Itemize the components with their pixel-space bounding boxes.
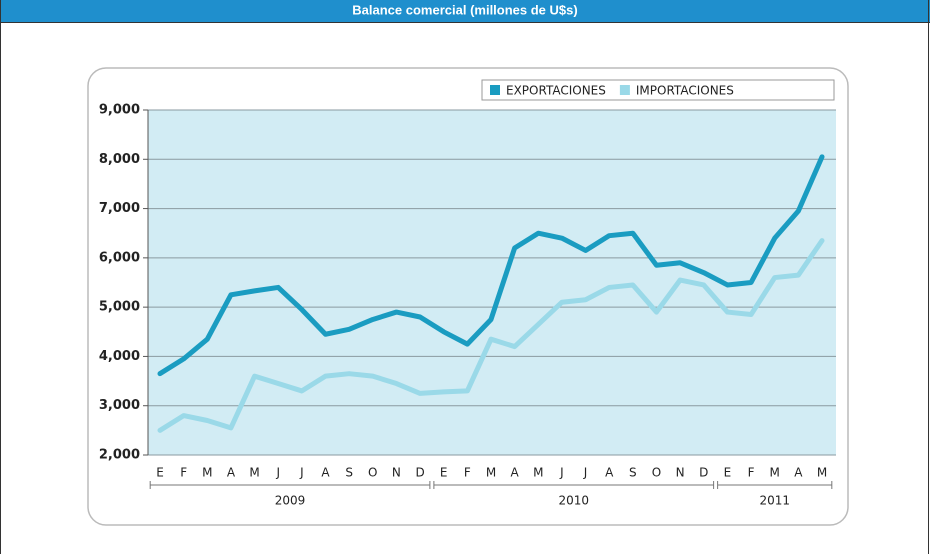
year-label: 2009 [275,494,306,508]
x-tick-label: F [748,466,755,480]
legend-label: EXPORTACIONES [506,84,606,98]
legend [481,79,835,101]
y-tick-label: 4,000 [99,349,140,364]
x-tick-label: O [368,466,377,480]
y-tick-label: 2,000 [99,448,140,463]
x-tick-label: J [299,466,304,480]
x-tick-label: N [392,466,401,480]
x-tick-label: A [794,466,803,480]
x-tick-label: M [533,466,543,480]
y-tick-label: 9,000 [99,103,140,118]
series-line [157,154,825,377]
x-tick-label: N [676,466,685,480]
x-tick-label: A [321,466,330,480]
header-bar [0,0,930,22]
x-tick-label: O [652,466,661,480]
legend-swatch [619,85,630,95]
year-label: 2011 [759,494,790,508]
x-tick-label: D [415,466,424,480]
y-tick-label: 6,000 [99,250,140,265]
x-tick-label: D [699,466,708,480]
x-tick-label: M [202,466,212,480]
x-tick-label: E [440,466,448,480]
year-label: 2010 [558,494,589,508]
x-tick-label: S [345,466,353,480]
legend-swatch [490,85,500,95]
x-tick-label: A [511,466,520,480]
x-tick-label: E [156,466,164,480]
y-tick-label: 8,000 [99,152,140,167]
legend-label: IMPORTACIONES [636,84,734,98]
chart-title: Balance comercial (millones de U$s) [352,2,577,17]
x-tick-label: M [486,466,496,480]
y-tick-label: 3,000 [99,398,140,413]
x-tick-label: S [629,466,637,480]
x-tick-label: M [249,466,259,480]
chart: 2,000 3,000 4,000 5,000 6,000 7,000 8,000 9,000… [99,79,836,508]
x-tick-label: M [770,466,780,480]
x-tick-label: J [559,466,564,480]
y-tick-label: 5,000 [99,300,140,315]
x-tick-label: J [583,466,588,480]
x-tick-label: F [464,466,471,480]
x-tick-label: A [605,466,614,480]
series-line [157,238,825,433]
x-tick-label: F [180,466,187,480]
x-tick-label: J [275,466,280,480]
x-tick-label: M [817,466,827,480]
x-tick-label: A [227,466,236,480]
y-tick-label: 7,000 [99,201,140,216]
x-tick-label: E [724,466,732,480]
